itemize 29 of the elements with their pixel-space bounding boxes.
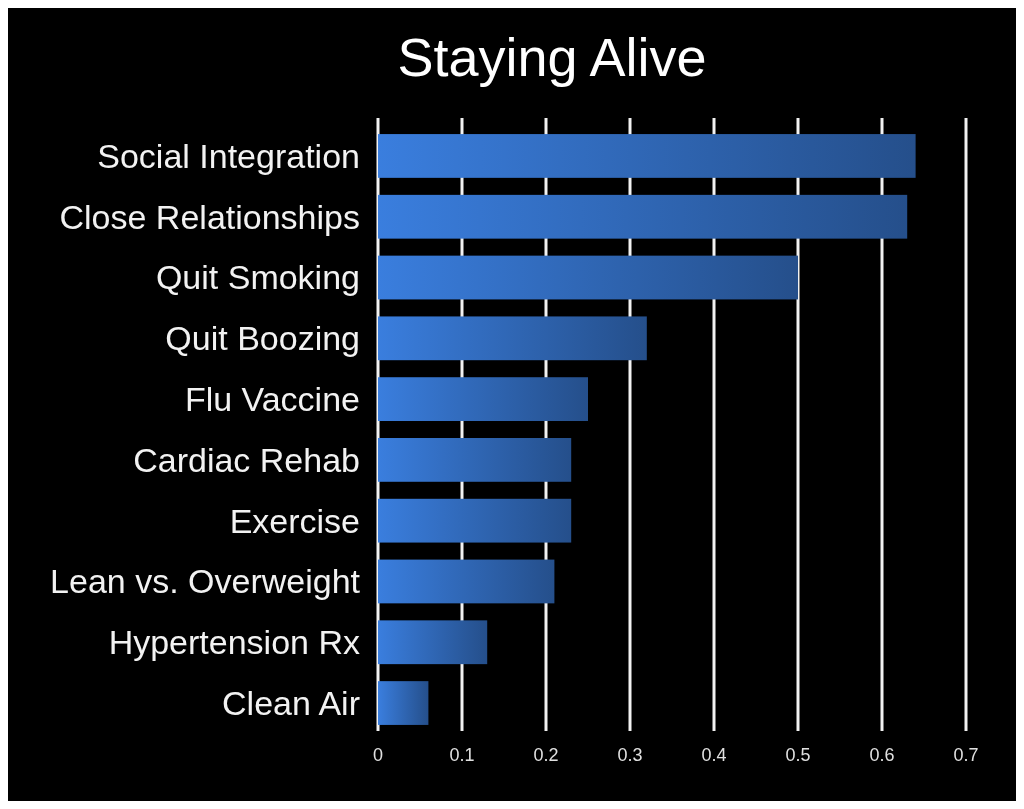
bar	[378, 498, 572, 543]
bar	[378, 559, 555, 604]
bar	[378, 194, 908, 239]
bar	[378, 316, 647, 361]
bar	[378, 681, 429, 725]
x-tick-label: 0.4	[701, 745, 727, 765]
bar	[378, 377, 588, 421]
bar	[378, 255, 798, 300]
x-tick-label: 0.1	[449, 745, 475, 765]
bar	[378, 620, 488, 665]
y-tick-label: Quit Smoking	[155, 258, 360, 297]
x-tick-label: 0.2	[533, 745, 559, 765]
y-tick-label: Exercise	[229, 501, 360, 540]
y-tick-label: Lean vs. Overweight	[50, 562, 361, 601]
chart-title: Staying Alive	[397, 27, 707, 87]
x-tick-label: 0.3	[617, 745, 643, 765]
bar	[378, 134, 916, 178]
y-tick-label: Clean Air	[222, 683, 360, 722]
y-tick-label: Flu Vaccine	[184, 380, 360, 419]
x-tick-label: 0.5	[785, 745, 811, 765]
x-tick-label: 0.7	[953, 745, 979, 765]
bar	[378, 438, 572, 482]
y-tick-label: Social Integration	[97, 136, 360, 175]
y-tick-label: Cardiac Rehab	[133, 440, 360, 479]
x-tick-label: 0.6	[869, 745, 895, 765]
x-tick-label: 0	[372, 745, 384, 765]
y-tick-label: Quit Boozing	[165, 319, 360, 358]
y-tick-label: Hypertension Rx	[108, 623, 360, 662]
y-tick-label: Close Relationships	[59, 197, 360, 236]
